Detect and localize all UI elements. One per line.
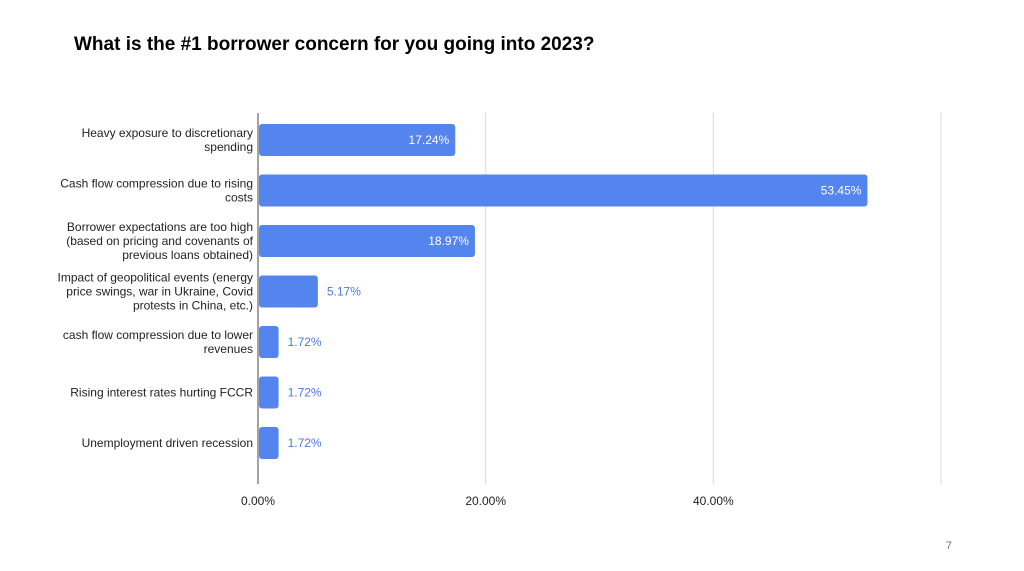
category-label: Impact of geopolitical events (energy pri… [58,271,253,313]
category-labels: Heavy exposure to discretionary spending C… [58,126,254,450]
data-label: 1.72% [288,386,322,400]
bars: 17.24% 53.45% 18.97% 5.17% 1.72% 1.72% 1.72% [259,124,868,459]
page-number: 7 [945,540,952,552]
x-tick-label: 20.00% [465,494,506,508]
bar [259,174,868,207]
bar [259,275,318,308]
data-label: 5.17% [327,285,361,299]
chart-title: What is the #1 borrower concern for you … [74,34,595,55]
data-label: 1.72% [288,436,322,450]
x-ticks: 0.00% 20.00% 40.00% [241,494,734,508]
category-label: Rising interest rates hurting FCCR [70,386,253,400]
x-tick-label: 40.00% [693,494,734,508]
bar [259,326,279,358]
bar [259,427,279,459]
category-label: Borrower expectations are too high (based… [66,220,253,262]
data-label: 17.24% [409,133,450,147]
data-label: 1.72% [288,335,322,349]
category-label: Cash flow compression due to rising costs [60,177,253,205]
x-tick-label: 0.00% [241,494,275,508]
bar [259,124,456,156]
data-label: 53.45% [821,184,862,198]
bar [259,225,475,257]
gridlines [485,113,942,484]
category-label: Unemployment driven recession [82,436,253,450]
category-label: cash flow compression due to lower revenu… [63,328,253,356]
data-label: 18.97% [428,234,469,248]
category-label: Heavy exposure to discretionary spending [82,126,253,154]
bar [259,376,279,409]
